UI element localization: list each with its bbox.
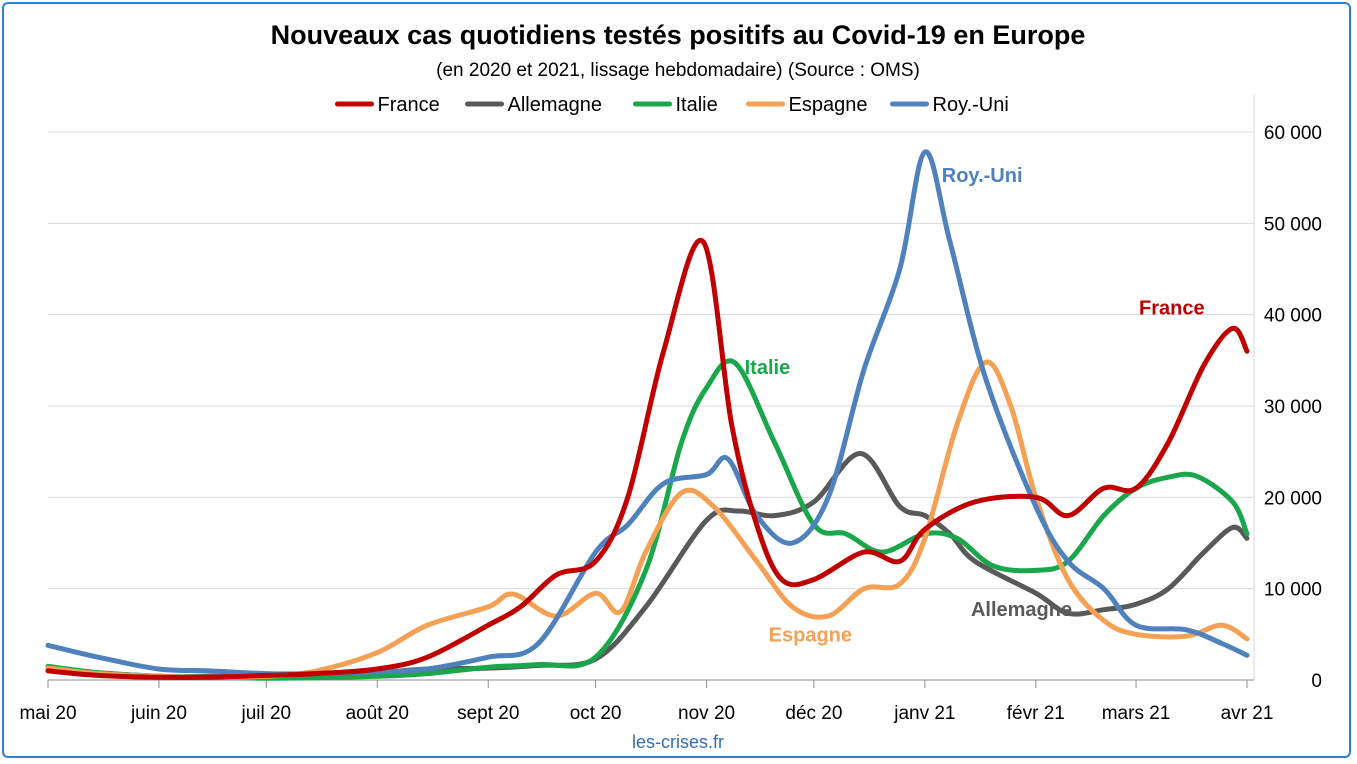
x-tick-label: mai 20 [19, 703, 76, 724]
source-note: les-crises.fr [632, 732, 724, 752]
gridlines [48, 131, 1254, 590]
annotation-italie: Italie [745, 357, 791, 379]
x-tick-label: sept 20 [457, 703, 519, 724]
y-tick-label: 30 000 [1264, 397, 1322, 418]
legend-label: France [378, 94, 440, 116]
annotation-allemagne: Allemagne [971, 599, 1072, 621]
y-axis: 0 10 000 20 000 30 000 40 000 50 000 60 000 [1253, 95, 1322, 692]
chart-title: Nouveaux cas quotidiens testés positifs … [271, 20, 1086, 50]
legend: France Allemagne Italie Espagne Roy.-Uni [335, 94, 1009, 116]
series-line-italie [45, 358, 1250, 681]
y-tick-label: 60 000 [1264, 123, 1322, 144]
legend-item-roy-uni: Roy.-Uni [890, 94, 1009, 116]
annotation-france: France [1139, 298, 1205, 320]
y-tick-label: 0 [1311, 671, 1322, 692]
annotation-roy-uni: Roy.-Uni [942, 165, 1023, 187]
x-tick-label: déc 20 [785, 703, 842, 724]
series-line-france [45, 237, 1250, 681]
y-tick-label: 40 000 [1264, 306, 1322, 327]
annotations: France Allemagne Italie Espagne Roy.-Uni [745, 165, 1205, 646]
series-line-espagne [45, 359, 1250, 680]
legend-item-allemagne: Allemagne [465, 94, 603, 116]
series-lines [45, 149, 1250, 681]
y-tick-label: 20 000 [1264, 488, 1322, 509]
x-tick-label: août 20 [346, 703, 409, 724]
legend-item-italie: Italie [633, 94, 718, 116]
y-tick-label: 10 000 [1264, 580, 1322, 601]
y-tick-label: 50 000 [1264, 214, 1322, 235]
x-tick-label: juil 20 [240, 703, 291, 724]
x-tick-label: avr 21 [1221, 703, 1274, 724]
legend-label: Roy.-Uni [933, 94, 1009, 116]
x-tick-label: janv 21 [893, 703, 955, 724]
x-tick-label: oct 20 [570, 703, 622, 724]
x-tick-label: nov 20 [678, 703, 735, 724]
x-axis: mai 20 juin 20 juil 20 août 20 sept 20 oct 20… [19, 679, 1274, 724]
legend-label: Allemagne [508, 94, 603, 116]
legend-item-espagne: Espagne [746, 94, 868, 116]
x-tick-label: mars 21 [1102, 703, 1171, 724]
legend-label: Italie [676, 94, 718, 116]
legend-label: Espagne [789, 94, 868, 116]
legend-item-france: France [335, 94, 440, 116]
x-tick-label: juin 20 [130, 703, 187, 724]
x-tick-label: févr 21 [1007, 703, 1065, 724]
chart-subtitle: (en 2020 et 2021, lissage hebdomadaire) … [436, 60, 920, 81]
annotation-espagne: Espagne [769, 625, 852, 647]
